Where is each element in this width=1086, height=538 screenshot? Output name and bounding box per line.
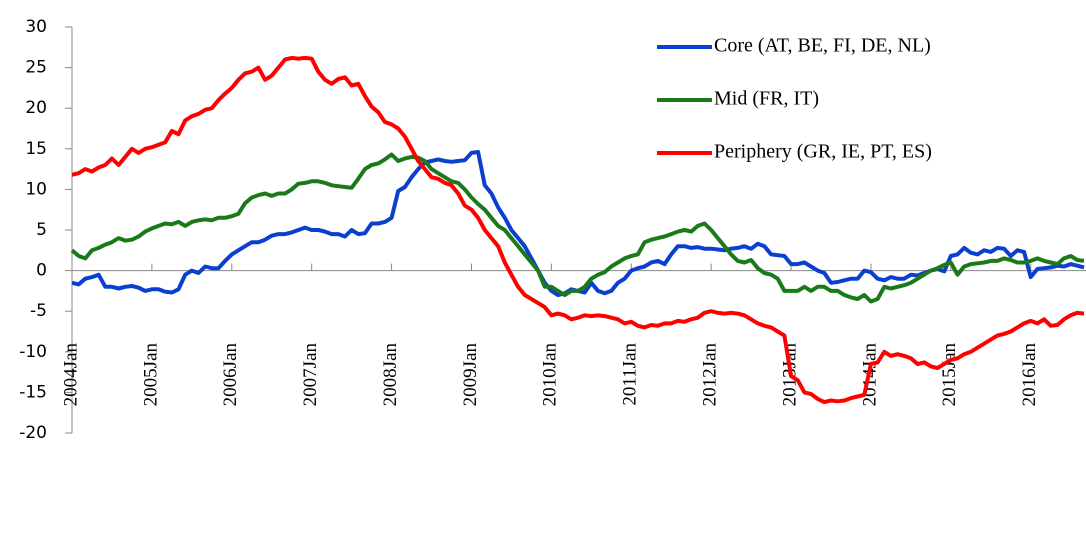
x-tick-label: 2016Jan	[1019, 343, 1040, 407]
y-tick-label: -15	[19, 382, 47, 402]
x-tick-label: 2015Jan	[939, 343, 960, 407]
y-tick-label: 5	[36, 220, 47, 240]
x-tick-label: 2012Jan	[700, 343, 721, 407]
y-tick-label: 10	[25, 179, 47, 199]
y-tick-label: 15	[25, 139, 47, 159]
series-line	[71, 55, 1085, 405]
y-tick-label: -5	[30, 301, 47, 321]
x-tick-label: 2005Jan	[140, 343, 161, 407]
y-tick-label: 20	[25, 98, 47, 118]
series-line	[71, 150, 1085, 297]
x-tick-label: 2011Jan	[620, 343, 641, 406]
y-tick-label: -10	[19, 342, 47, 362]
series-line	[70, 152, 1085, 304]
y-tick-label: 30	[25, 17, 47, 37]
y-tick-label: 25	[25, 58, 47, 78]
legend-label: Periphery (GR, IE, PT, ES)	[714, 141, 932, 163]
x-tick-label: 2004Jan	[60, 343, 81, 407]
x-tick-label: 2010Jan	[540, 343, 561, 407]
x-tick-label: 2007Jan	[300, 343, 321, 407]
x-tick-label: 2009Jan	[460, 343, 481, 407]
y-tick-label: -20	[19, 423, 47, 443]
y-tick-label: 0	[36, 261, 47, 281]
x-tick-label: 2008Jan	[380, 343, 401, 407]
legend-label: Mid (FR, IT)	[714, 88, 819, 110]
legend-label: Core (AT, BE, FI, DE, NL)	[714, 35, 931, 57]
x-tick-label: 2006Jan	[220, 343, 241, 407]
